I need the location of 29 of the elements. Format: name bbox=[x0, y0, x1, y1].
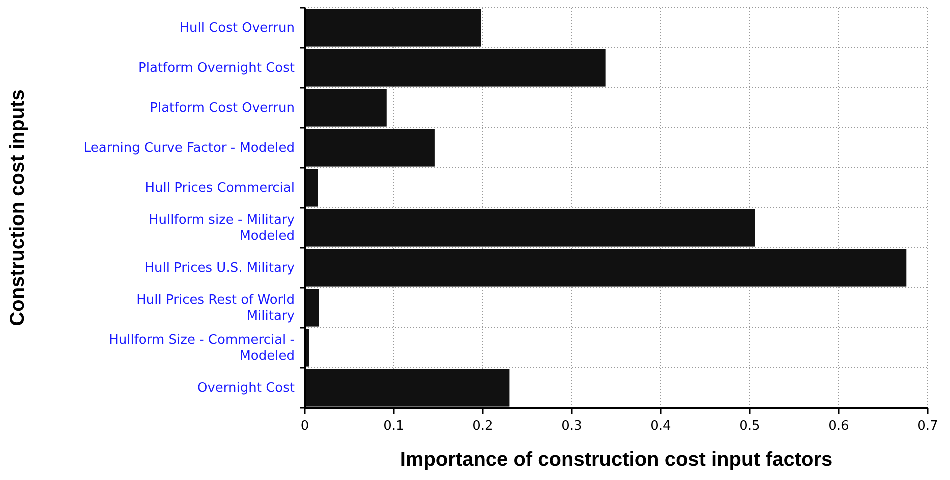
x-tick-label: 0.1 bbox=[384, 419, 404, 434]
y-tick-label: Hull Prices U.S. Military bbox=[144, 260, 296, 276]
x-tick-label: 0.6 bbox=[828, 419, 850, 434]
bar bbox=[305, 9, 482, 47]
y-tick-label: Platform Cost Overrun bbox=[150, 100, 295, 116]
bar bbox=[305, 369, 510, 407]
y-tick-label: Learning Curve Factor - Modeled bbox=[84, 140, 295, 156]
x-tick-label: 0.4 bbox=[650, 419, 672, 434]
x-axis-title: Importance of construction cost input factors bbox=[400, 449, 833, 471]
y-tick-label: Hull Prices Rest of World Military bbox=[136, 292, 296, 324]
x-tick-label: 0.5 bbox=[740, 419, 760, 434]
y-tick-label: Platform Overnight Cost bbox=[138, 60, 295, 76]
bar bbox=[305, 129, 435, 167]
x-tick-label: 0.3 bbox=[562, 419, 582, 434]
y-tick-label: Hull Cost Overrun bbox=[180, 20, 295, 36]
y-tick-label: Hullform Size - Commercial - Modeled bbox=[109, 332, 296, 364]
y-axis-title: Construction cost inputs bbox=[7, 90, 29, 326]
y-tick-label: Hullform size - Military Modeled bbox=[149, 212, 296, 244]
x-tick-label: 0.7 bbox=[918, 419, 938, 434]
bar bbox=[305, 169, 318, 207]
bar bbox=[305, 289, 320, 327]
bar bbox=[305, 249, 907, 287]
bar bbox=[305, 49, 606, 87]
bar bbox=[305, 209, 756, 247]
y-tick-label: Hull Prices Commercial bbox=[145, 180, 295, 196]
bar bbox=[305, 89, 387, 127]
y-tick-label: Overnight Cost bbox=[197, 380, 295, 396]
x-tick-label: 0 bbox=[300, 419, 310, 434]
x-tick-label: 0.2 bbox=[472, 419, 494, 434]
